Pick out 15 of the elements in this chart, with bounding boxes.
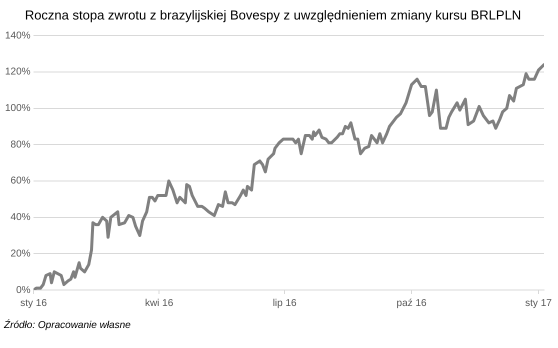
x-tick-label: lip 16 xyxy=(272,298,298,309)
x-tick-label: kwi 16 xyxy=(144,298,174,309)
x-tick-label: paź 16 xyxy=(396,298,428,309)
y-tick-label: 20% xyxy=(10,248,31,260)
y-tick-label: 120% xyxy=(5,66,31,78)
x-tick-label: sty 16 xyxy=(20,298,48,309)
y-tick-label: 60% xyxy=(10,176,31,187)
text: Źródło: Opracowanie własne xyxy=(4,320,131,331)
y-tick-label: 80% xyxy=(10,139,31,150)
y-tick-label: 0% xyxy=(16,284,31,296)
x-tick-label: sty 17 xyxy=(525,298,552,309)
y-tick-label: 40% xyxy=(10,212,31,224)
y-tick-label: 140% xyxy=(5,30,31,42)
chart-title: Roczna stopa zwrotu z brazylijskiej Bovespy z uwzględnieniem zmiany kursu BRLPLN xyxy=(24,7,522,22)
y-tick-label: 100% xyxy=(5,103,31,114)
